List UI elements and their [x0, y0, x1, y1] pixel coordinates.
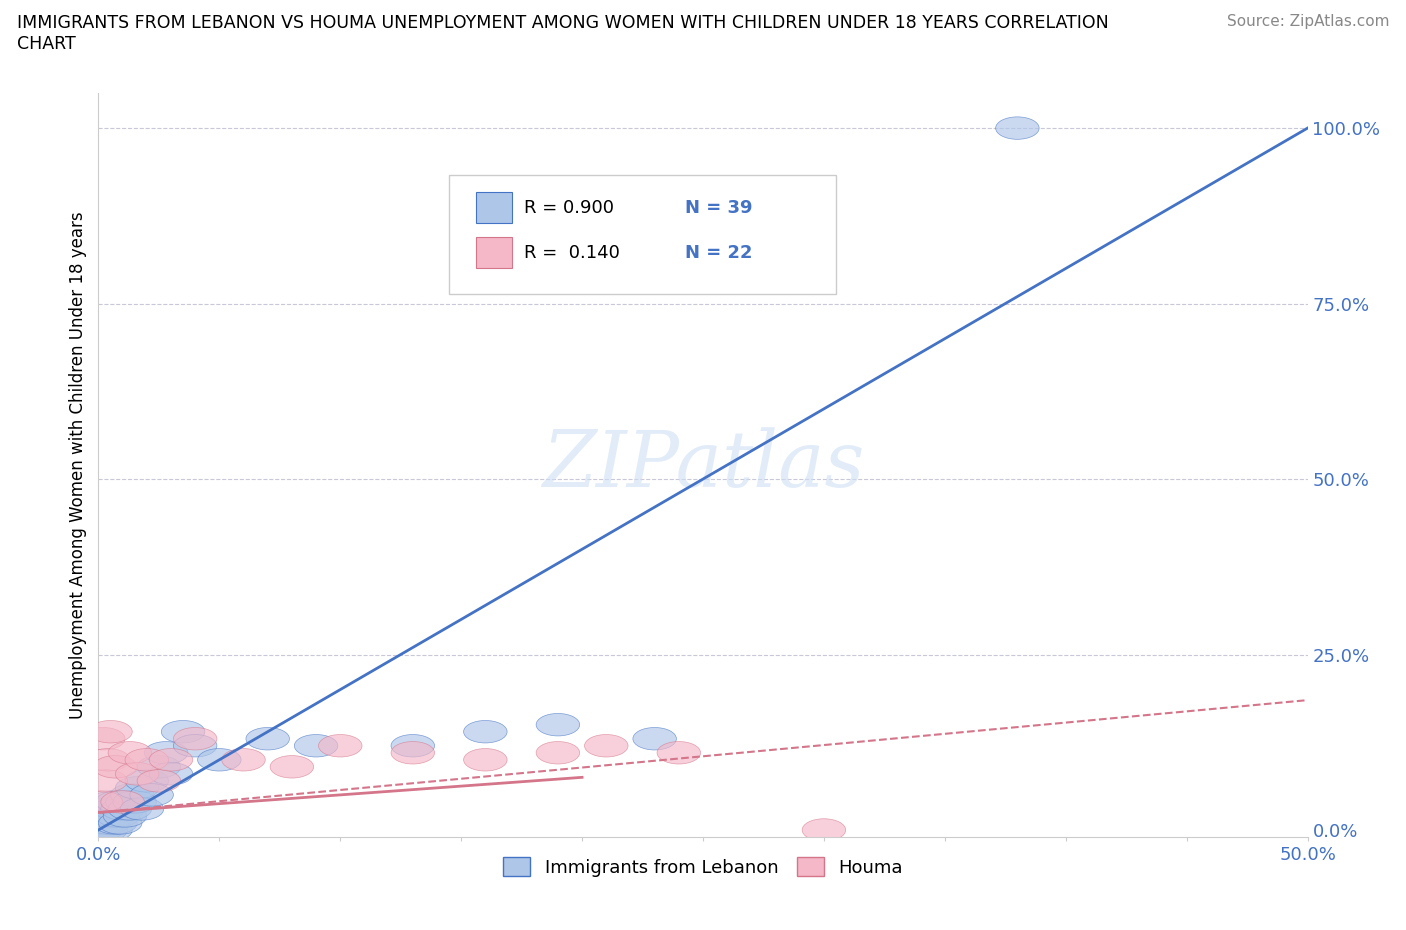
Ellipse shape	[464, 721, 508, 743]
Ellipse shape	[108, 741, 152, 764]
Ellipse shape	[91, 804, 135, 827]
Ellipse shape	[94, 812, 138, 834]
Ellipse shape	[149, 763, 193, 785]
Ellipse shape	[84, 770, 128, 792]
Legend: Immigrants from Lebanon, Houma: Immigrants from Lebanon, Houma	[496, 850, 910, 883]
Ellipse shape	[86, 812, 129, 834]
Ellipse shape	[115, 763, 159, 785]
Ellipse shape	[391, 735, 434, 757]
Ellipse shape	[91, 790, 135, 813]
Ellipse shape	[112, 790, 156, 813]
Ellipse shape	[98, 812, 142, 834]
Text: N = 39: N = 39	[685, 199, 752, 217]
Text: Source: ZipAtlas.com: Source: ZipAtlas.com	[1226, 14, 1389, 29]
Ellipse shape	[105, 790, 149, 813]
Ellipse shape	[246, 727, 290, 750]
Ellipse shape	[391, 741, 434, 764]
Text: ZIPatlas: ZIPatlas	[541, 427, 865, 503]
Y-axis label: Unemployment Among Women with Children Under 18 years: Unemployment Among Women with Children U…	[69, 211, 87, 719]
Ellipse shape	[103, 804, 146, 827]
Ellipse shape	[138, 755, 180, 778]
Ellipse shape	[86, 749, 129, 771]
Ellipse shape	[536, 741, 579, 764]
FancyBboxPatch shape	[475, 192, 512, 223]
Ellipse shape	[84, 818, 128, 842]
Ellipse shape	[89, 818, 132, 842]
Ellipse shape	[82, 804, 125, 827]
Ellipse shape	[536, 713, 579, 736]
Ellipse shape	[149, 749, 193, 771]
FancyBboxPatch shape	[449, 175, 837, 294]
Ellipse shape	[108, 798, 152, 820]
Text: N = 22: N = 22	[685, 244, 752, 262]
Ellipse shape	[84, 798, 128, 820]
Ellipse shape	[585, 735, 628, 757]
Ellipse shape	[125, 770, 169, 792]
Ellipse shape	[633, 727, 676, 750]
Text: R = 0.900: R = 0.900	[524, 199, 614, 217]
Text: IMMIGRANTS FROM LEBANON VS HOUMA UNEMPLOYMENT AMONG WOMEN WITH CHILDREN UNDER 18: IMMIGRANTS FROM LEBANON VS HOUMA UNEMPLO…	[17, 14, 1108, 32]
Ellipse shape	[270, 755, 314, 778]
Ellipse shape	[173, 727, 217, 750]
Ellipse shape	[294, 735, 337, 757]
Ellipse shape	[89, 721, 132, 743]
Ellipse shape	[96, 804, 139, 827]
Ellipse shape	[82, 727, 125, 750]
Ellipse shape	[129, 784, 173, 806]
Ellipse shape	[89, 798, 132, 820]
Ellipse shape	[995, 117, 1039, 140]
Ellipse shape	[86, 804, 129, 827]
Ellipse shape	[79, 818, 122, 842]
Ellipse shape	[162, 721, 205, 743]
Ellipse shape	[120, 798, 163, 820]
Ellipse shape	[94, 798, 138, 820]
Ellipse shape	[803, 818, 845, 842]
Ellipse shape	[464, 749, 508, 771]
Ellipse shape	[222, 749, 266, 771]
Ellipse shape	[96, 790, 139, 813]
Ellipse shape	[101, 798, 145, 820]
Ellipse shape	[82, 812, 125, 834]
Ellipse shape	[319, 735, 361, 757]
Ellipse shape	[115, 777, 159, 799]
Ellipse shape	[111, 784, 155, 806]
Ellipse shape	[173, 735, 217, 757]
FancyBboxPatch shape	[475, 236, 512, 268]
Text: CHART: CHART	[17, 35, 76, 53]
Ellipse shape	[79, 790, 122, 813]
Ellipse shape	[198, 749, 240, 771]
Text: R =  0.140: R = 0.140	[524, 244, 620, 262]
Ellipse shape	[138, 770, 180, 792]
Ellipse shape	[94, 755, 138, 778]
Ellipse shape	[101, 790, 145, 813]
Ellipse shape	[657, 741, 700, 764]
Ellipse shape	[145, 741, 188, 764]
Ellipse shape	[125, 749, 169, 771]
